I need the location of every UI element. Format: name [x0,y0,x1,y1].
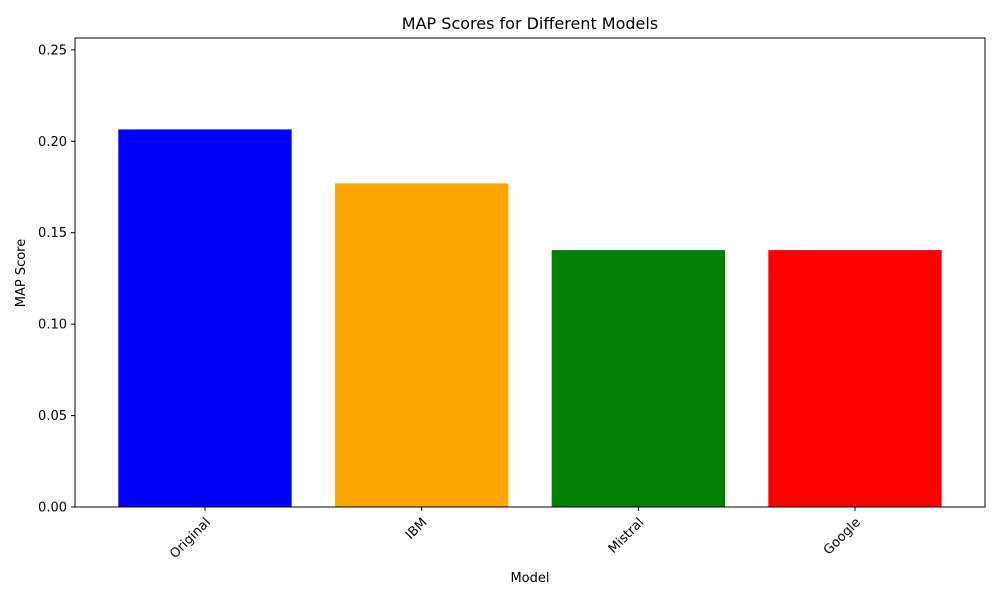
bar-ibm [335,183,509,508]
y-tick-label: 0.05 [38,409,67,424]
bars [118,129,942,508]
y-axis-label: MAP Score [14,239,29,308]
x-tick-label: Google [821,515,864,558]
y-tick-label: 0.15 [38,226,67,241]
x-axis-label: Model [510,571,549,586]
x-tick-label: IBM [403,515,431,543]
x-tick-label: Original [167,515,214,562]
y-tick-label: 0.25 [38,43,67,58]
y-tick-label: 0.00 [38,501,67,516]
y-tick-label: 0.10 [38,318,67,333]
bar-original [118,129,292,508]
bar-google [768,250,942,507]
x-axis: Original IBM Mistral Google [167,507,864,562]
y-tick-label: 0.20 [38,135,67,150]
x-tick-label: Mistral [606,515,647,556]
plot-frame [74,37,986,508]
bar-mistral [551,250,725,507]
chart-title: MAP Scores for Different Models [402,14,658,33]
y-axis: 0.00 0.05 0.10 0.15 0.20 0.25 [38,43,75,516]
